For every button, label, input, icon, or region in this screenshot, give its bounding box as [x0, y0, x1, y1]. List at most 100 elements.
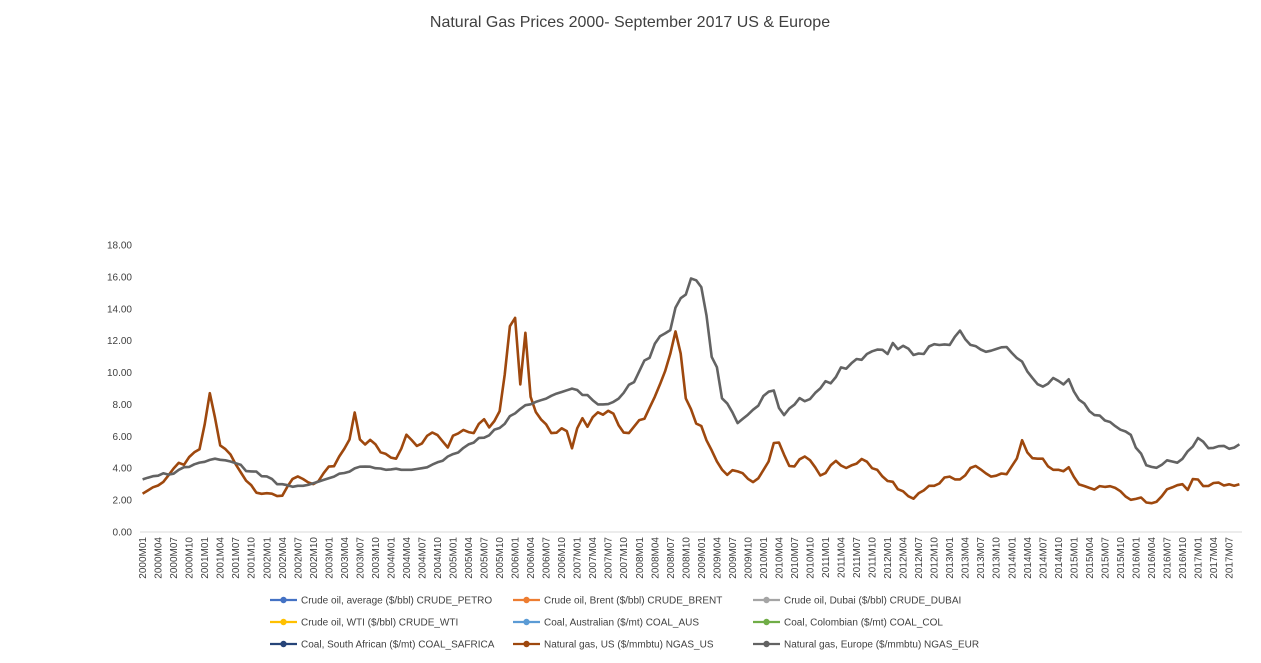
- x-tick-label: 2014M10: [1054, 537, 1065, 579]
- x-tick-label: 2007M10: [619, 537, 630, 579]
- legend-label: Natural gas, US ($/mmbtu) NGAS_US: [544, 640, 714, 651]
- legend-marker: [280, 618, 287, 626]
- x-tick-label: 2004M10: [433, 537, 444, 579]
- x-tick-label: 2011M07: [852, 537, 863, 578]
- x-tick-label: 2004M01: [386, 537, 397, 579]
- legend-marker: [523, 640, 530, 648]
- legend-label: Crude oil, WTI ($/bbl) CRUDE_WTI: [301, 618, 458, 629]
- x-tick-label: 2003M10: [371, 537, 382, 579]
- x-tick-label: 2008M10: [681, 537, 692, 579]
- legend-label: Natural gas, Europe ($/mmbtu) NGAS_EUR: [784, 640, 979, 651]
- x-tick-label: 2001M04: [216, 537, 227, 579]
- legend-marker: [280, 596, 287, 604]
- x-tick-label: 2013M10: [992, 537, 1003, 579]
- x-tick-label: 2004M07: [417, 537, 428, 579]
- y-axis: 0.00 2.00 4.00 6.00 8.00 10.00 12.00 14.00 16.00…: [107, 241, 132, 539]
- x-tick-label: 2003M04: [340, 537, 351, 579]
- y-tick-label: 18.00: [107, 241, 132, 252]
- x-tick-label: 2010M10: [805, 537, 816, 579]
- x-tick-label: 2016M01: [1131, 537, 1142, 579]
- x-tick-label: 2009M04: [712, 537, 723, 579]
- chart-title: Natural Gas Prices 2000- September 2017 …: [430, 14, 830, 31]
- x-tick-label: 2006M04: [526, 537, 537, 579]
- legend-label: Crude oil, average ($/bbl) CRUDE_PETRO: [301, 596, 492, 607]
- x-tick-label: 2002M10: [309, 537, 320, 579]
- legend: Crude oil, average ($/bbl) CRUDE_PETRO Cr…: [270, 596, 979, 651]
- x-tick-label: 2003M07: [355, 537, 366, 579]
- x-tick-label: 2000M01: [138, 537, 149, 579]
- x-tick-label: 2013M07: [976, 537, 987, 579]
- x-tick-label: 2017M07: [1225, 537, 1236, 579]
- x-tick-label: 2010M04: [774, 537, 785, 579]
- x-tick-label: 2010M01: [759, 537, 770, 579]
- x-tick-label: 2006M07: [542, 537, 553, 579]
- x-tick-label: 2017M04: [1209, 537, 1220, 579]
- x-tick-label: 2012M04: [899, 537, 910, 579]
- x-tick-label: 2014M01: [1007, 537, 1018, 579]
- x-tick-label: 2000M04: [154, 537, 165, 579]
- x-tick-label: 2001M10: [247, 537, 258, 579]
- legend-label: Coal, Colombian ($/mt) COAL_COL: [784, 618, 943, 629]
- y-tick-label: 12.00: [107, 336, 132, 347]
- x-tick-label: 2002M07: [293, 537, 304, 579]
- y-tick-label: 6.00: [113, 432, 133, 443]
- x-tick-label: 2005M10: [495, 537, 506, 579]
- x-tick-label: 2004M04: [402, 537, 413, 579]
- x-tick-label: 2000M07: [169, 537, 180, 579]
- x-tick-label: 2000M10: [185, 537, 196, 579]
- x-tick-label: 2009M01: [697, 537, 708, 579]
- legend-marker: [763, 596, 770, 604]
- x-tick-label: 2006M10: [557, 537, 568, 579]
- x-tick-label: 2011M10: [868, 537, 879, 578]
- x-tick-label: 2015M01: [1069, 537, 1080, 579]
- x-tick-label: 2016M10: [1178, 537, 1189, 579]
- x-tick-label: 2010M07: [790, 537, 801, 579]
- y-tick-label: 4.00: [113, 464, 133, 475]
- y-tick-label: 14.00: [107, 304, 132, 315]
- x-tick-label: 2009M10: [743, 537, 754, 579]
- legend-label: Coal, South African ($/mt) COAL_SAFRICA: [301, 640, 495, 651]
- series-line-1: [142, 277, 1241, 489]
- legend-marker: [763, 640, 770, 648]
- y-tick-label: 2.00: [113, 496, 133, 507]
- y-tick-label: 10.00: [107, 368, 132, 379]
- legend-marker: [280, 640, 287, 648]
- x-tick-label: 2011M01: [821, 537, 832, 578]
- legend-label: Coal, Australian ($/mt) COAL_AUS: [544, 618, 699, 629]
- x-tick-label: 2015M10: [1116, 537, 1127, 579]
- x-tick-label: 2007M01: [573, 537, 584, 579]
- x-tick-label: 2006M01: [511, 537, 522, 579]
- x-tick-label: 2017M01: [1194, 537, 1205, 579]
- legend-marker: [763, 618, 770, 626]
- x-tick-label: 2013M04: [961, 537, 972, 579]
- series-layer: [141, 277, 1241, 505]
- x-tick-label: 2002M01: [262, 537, 273, 579]
- x-axis: 2000M01 2000M04 2000M07 2000M10 2001M01 2001M…: [138, 537, 1235, 579]
- y-tick-label: 16.00: [107, 272, 132, 283]
- x-tick-label: 2014M04: [1023, 537, 1034, 579]
- x-tick-label: 2012M07: [914, 537, 925, 579]
- x-tick-label: 2001M01: [200, 537, 211, 579]
- x-tick-label: 2008M07: [666, 537, 677, 579]
- x-tick-label: 2011M04: [837, 537, 848, 578]
- x-tick-label: 2015M07: [1100, 537, 1111, 579]
- x-tick-label: 2007M04: [588, 537, 599, 579]
- x-tick-label: 2016M04: [1147, 537, 1158, 579]
- x-tick-label: 2016M07: [1162, 537, 1173, 579]
- x-tick-label: 2012M01: [883, 537, 894, 579]
- x-tick-label: 2008M01: [635, 537, 646, 579]
- x-tick-label: 2007M07: [604, 537, 615, 579]
- x-tick-label: 2005M01: [449, 537, 460, 579]
- x-tick-label: 2002M04: [278, 537, 289, 579]
- legend-marker: [523, 596, 530, 604]
- x-tick-label: 2012M10: [930, 537, 941, 579]
- series-line-0: [141, 316, 1240, 505]
- legend-label: Crude oil, Dubai ($/bbl) CRUDE_DUBAI: [784, 596, 961, 607]
- x-tick-label: 2003M01: [324, 537, 335, 579]
- y-tick-label: 0.00: [113, 528, 133, 539]
- x-tick-label: 2013M01: [945, 537, 956, 579]
- x-tick-label: 2005M07: [480, 537, 491, 579]
- y-tick-label: 8.00: [113, 400, 133, 411]
- x-tick-label: 2009M07: [728, 537, 739, 579]
